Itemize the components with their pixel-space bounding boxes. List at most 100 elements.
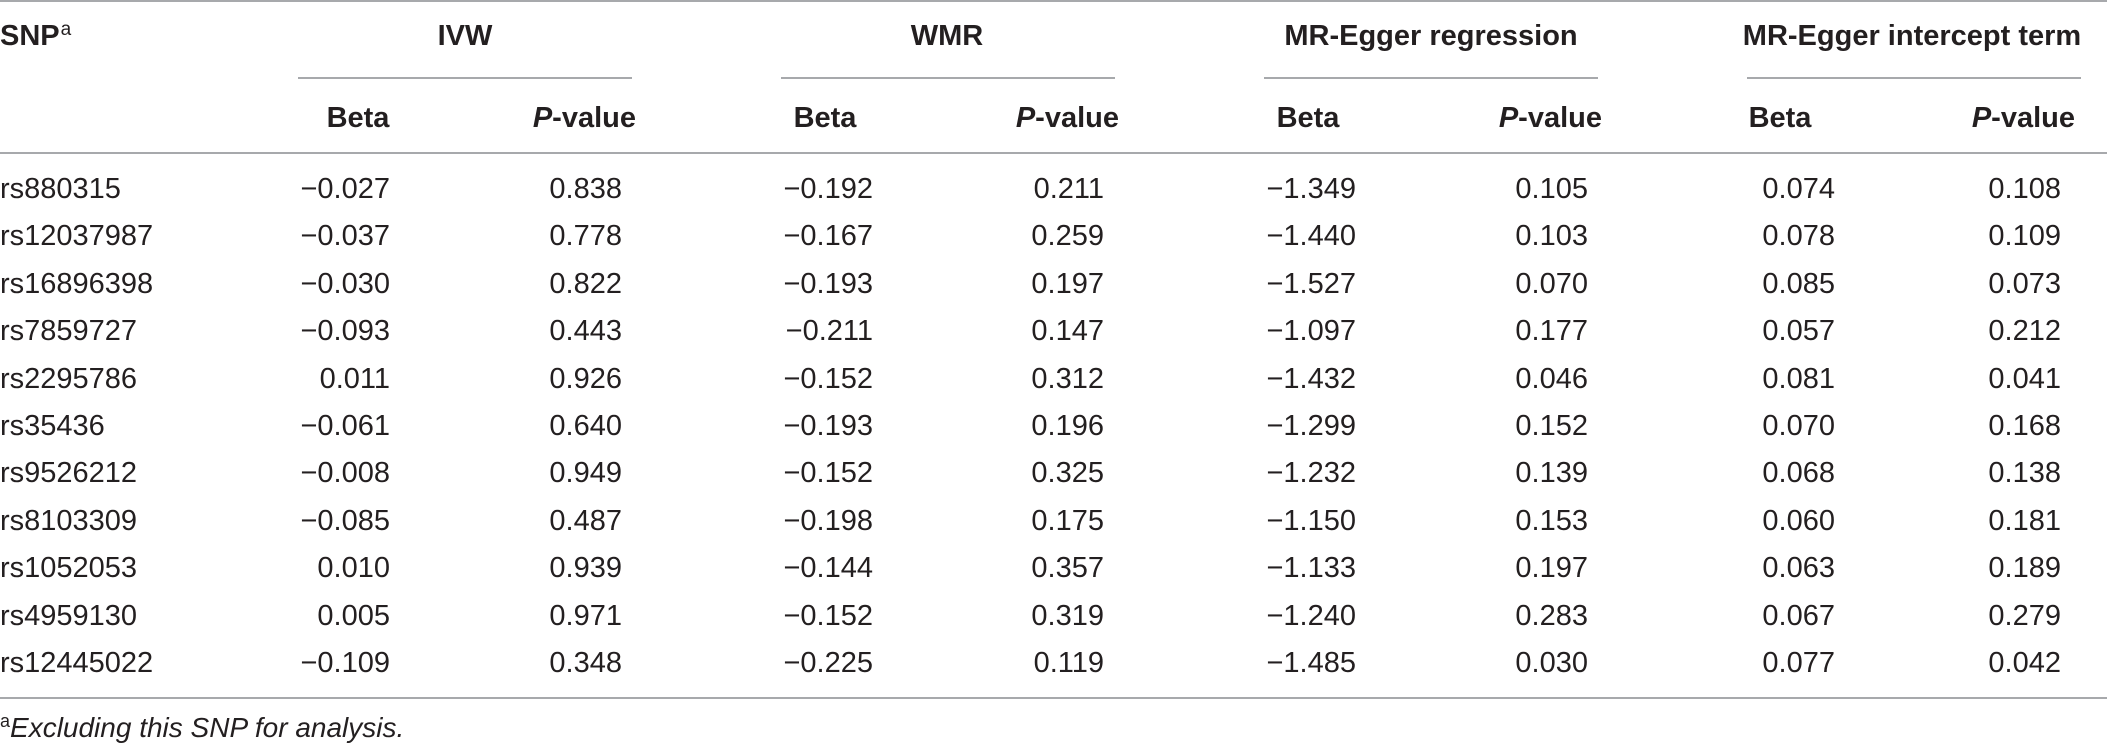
snp-column-header: SNPa [0, 20, 71, 52]
egger-p-cell: 0.103 [1515, 220, 1588, 252]
ivw-beta-cell: −0.109 [300, 647, 390, 679]
ivw-beta-cell: 0.005 [317, 600, 390, 632]
ivw-beta-cell: 0.011 [319, 363, 390, 395]
int-beta-cell: 0.078 [1762, 220, 1835, 252]
footnote: aExcluding this SNP for analysis. [0, 711, 405, 743]
snp-id-cell: rs7859727 [0, 315, 138, 347]
egger-beta-cell: −1.232 [1266, 457, 1356, 489]
p-suffix: -value [1035, 102, 1119, 134]
subheader-egger-beta: Beta [1276, 102, 1340, 134]
group-header-mr-egger-regression: MR-Egger regression [1284, 20, 1578, 52]
p-italic: P [1015, 102, 1036, 134]
ivw-p-cell: 0.939 [549, 552, 622, 584]
p-suffix: -value [1991, 102, 2075, 134]
wmr-beta-cell: −0.152 [783, 363, 873, 395]
snp-id-cell: rs12037987 [0, 220, 154, 252]
subheader-intercept-p-value: P-value [1972, 104, 2075, 133]
egger-beta-cell: −1.133 [1266, 552, 1356, 584]
int-beta-cell: 0.070 [1762, 410, 1835, 442]
int-p-cell: 0.138 [1988, 457, 2061, 489]
int-beta-cell: 0.067 [1762, 600, 1835, 632]
egger-beta-cell: −1.240 [1266, 600, 1356, 632]
wmr-beta-cell: −0.144 [783, 552, 873, 584]
ivw-p-cell: 0.443 [549, 315, 622, 347]
footnote-mark: a [0, 711, 11, 731]
table-bottom-rule [0, 697, 2107, 699]
subheader-ivw-p-value: P-value [533, 104, 636, 133]
egger-p-cell: 0.177 [1515, 315, 1588, 347]
ivw-p-cell: 0.487 [549, 505, 622, 537]
snp-id-cell: rs16896398 [0, 268, 154, 300]
egger-p-cell: 0.197 [1515, 552, 1588, 584]
header-bottom-rule [0, 152, 2107, 154]
ivw-beta-cell: −0.037 [300, 220, 390, 252]
group-rule-mr-egger-intercept [1747, 77, 2081, 79]
snp-id-cell: rs12445022 [0, 647, 154, 679]
int-beta-cell: 0.081 [1762, 363, 1835, 395]
int-beta-cell: 0.063 [1762, 552, 1835, 584]
int-p-cell: 0.108 [1988, 173, 2061, 205]
int-p-cell: 0.168 [1988, 410, 2061, 442]
egger-p-cell: 0.153 [1515, 505, 1588, 537]
int-p-cell: 0.212 [1988, 315, 2061, 347]
int-beta-cell: 0.085 [1762, 268, 1835, 300]
group-header-wmr: WMR [910, 20, 984, 52]
wmr-p-cell: 0.175 [1031, 505, 1104, 537]
wmr-beta-cell: −0.198 [783, 505, 873, 537]
wmr-beta-cell: −0.211 [785, 315, 873, 347]
snp-id-cell: rs4959130 [0, 600, 138, 632]
p-suffix: -value [552, 102, 636, 134]
egger-beta-cell: −1.527 [1266, 268, 1356, 300]
snp-header-text: SNP [0, 20, 60, 52]
group-rule-mr-egger-regression [1264, 77, 1598, 79]
ivw-p-cell: 0.778 [549, 220, 622, 252]
int-beta-cell: 0.057 [1762, 315, 1835, 347]
int-beta-cell: 0.074 [1762, 173, 1835, 205]
int-p-cell: 0.109 [1988, 220, 2061, 252]
wmr-beta-cell: −0.193 [783, 410, 873, 442]
int-p-cell: 0.181 [1988, 505, 2061, 537]
ivw-p-cell: 0.949 [549, 457, 622, 489]
snp-id-cell: rs880315 [0, 173, 121, 205]
ivw-beta-cell: −0.085 [300, 505, 390, 537]
egger-p-cell: 0.046 [1515, 363, 1588, 395]
ivw-beta-cell: 0.010 [317, 552, 390, 584]
wmr-p-cell: 0.147 [1031, 315, 1104, 347]
int-beta-cell: 0.068 [1762, 457, 1835, 489]
int-p-cell: 0.189 [1988, 552, 2061, 584]
group-header-ivw: IVW [437, 20, 493, 52]
subheader-egger-p-value: P-value [1499, 104, 1602, 133]
wmr-beta-cell: −0.193 [783, 268, 873, 300]
wmr-p-cell: 0.119 [1033, 647, 1104, 679]
footnote-text: Excluding this SNP for analysis. [10, 712, 405, 743]
egger-beta-cell: −1.485 [1266, 647, 1356, 679]
wmr-beta-cell: −0.152 [783, 457, 873, 489]
ivw-p-cell: 0.348 [549, 647, 622, 679]
wmr-p-cell: 0.357 [1031, 552, 1104, 584]
int-p-cell: 0.042 [1988, 647, 2061, 679]
table-top-rule [0, 0, 2107, 2]
subheader-wmr-p-value: P-value [1016, 104, 1119, 133]
egger-p-cell: 0.070 [1515, 268, 1588, 300]
wmr-p-cell: 0.325 [1031, 457, 1104, 489]
snp-id-cell: rs35436 [0, 410, 105, 442]
p-suffix: -value [1518, 102, 1602, 134]
subheader-intercept-beta: Beta [1748, 102, 1812, 134]
int-beta-cell: 0.060 [1762, 505, 1835, 537]
p-italic: P [1971, 102, 1992, 134]
wmr-p-cell: 0.259 [1031, 220, 1104, 252]
group-header-mr-egger-intercept: MR-Egger intercept term [1742, 20, 2082, 52]
ivw-beta-cell: −0.093 [300, 315, 390, 347]
egger-p-cell: 0.152 [1515, 410, 1588, 442]
egger-beta-cell: −1.440 [1266, 220, 1356, 252]
p-italic: P [532, 102, 553, 134]
ivw-p-cell: 0.926 [549, 363, 622, 395]
group-rule-wmr [781, 77, 1115, 79]
egger-p-cell: 0.030 [1515, 647, 1588, 679]
ivw-beta-cell: −0.061 [300, 410, 390, 442]
egger-beta-cell: −1.349 [1266, 173, 1356, 205]
p-italic: P [1498, 102, 1519, 134]
wmr-p-cell: 0.196 [1031, 410, 1104, 442]
snp-id-cell: rs8103309 [0, 505, 138, 537]
wmr-beta-cell: −0.167 [783, 220, 873, 252]
